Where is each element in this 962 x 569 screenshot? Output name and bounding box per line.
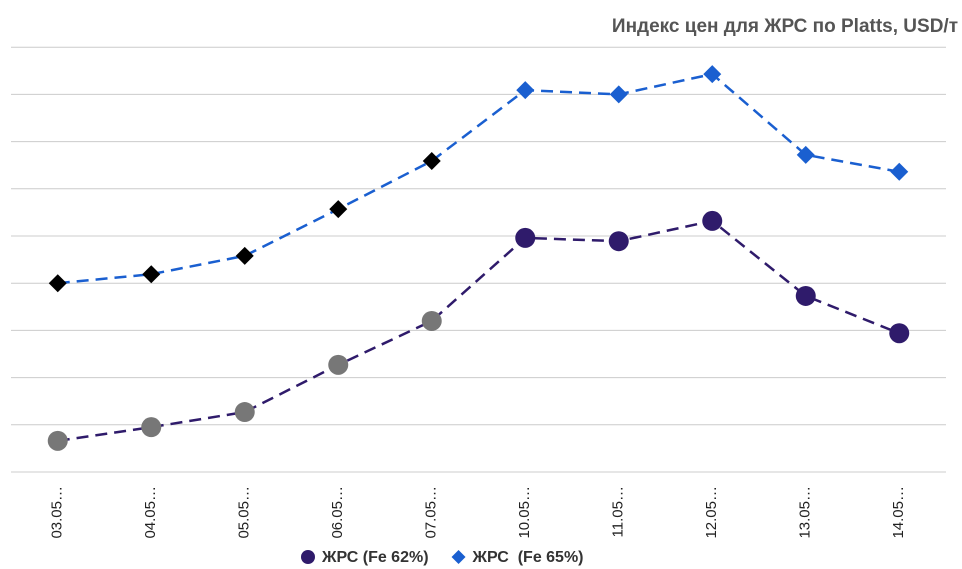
point xyxy=(47,430,68,451)
point xyxy=(609,85,628,104)
point xyxy=(796,145,815,164)
point xyxy=(890,162,909,181)
legend-label: ЖРС (Fe 62%) xyxy=(321,549,429,566)
chart-title: Индекс цен для ЖРС по Platts, USD/т xyxy=(612,16,958,37)
series-line xyxy=(57,72,900,285)
point xyxy=(608,231,629,252)
point xyxy=(516,81,535,100)
point xyxy=(234,402,255,423)
x-tick-label: 12.05… xyxy=(703,486,720,539)
legend-marker xyxy=(301,550,315,564)
legend-marker xyxy=(451,550,466,564)
point xyxy=(329,200,348,219)
x-tick-label: 06.05… xyxy=(329,486,346,539)
point xyxy=(421,310,442,331)
x-tick-label: 10.05… xyxy=(516,486,533,539)
x-tick-label: 14.05… xyxy=(890,486,907,539)
x-tick-label: 11.05… xyxy=(610,486,627,537)
point xyxy=(702,210,723,231)
point xyxy=(889,323,910,344)
x-tick-label: 03.05… xyxy=(49,486,66,539)
point xyxy=(235,246,254,265)
x-tick-label: 07.05… xyxy=(423,486,440,539)
point xyxy=(515,227,536,248)
series-line xyxy=(57,219,900,443)
x-tick-label: 05.05… xyxy=(236,486,253,539)
point xyxy=(328,354,349,375)
point xyxy=(422,151,441,170)
x-tick-label: 04.05… xyxy=(142,486,159,539)
point xyxy=(795,285,816,306)
point xyxy=(142,265,161,284)
x-tick-label: 13.05… xyxy=(797,486,814,539)
legend-label: ЖРС (Fe 65%) xyxy=(472,549,584,566)
point xyxy=(141,417,162,438)
point xyxy=(48,274,67,293)
point xyxy=(703,65,722,84)
